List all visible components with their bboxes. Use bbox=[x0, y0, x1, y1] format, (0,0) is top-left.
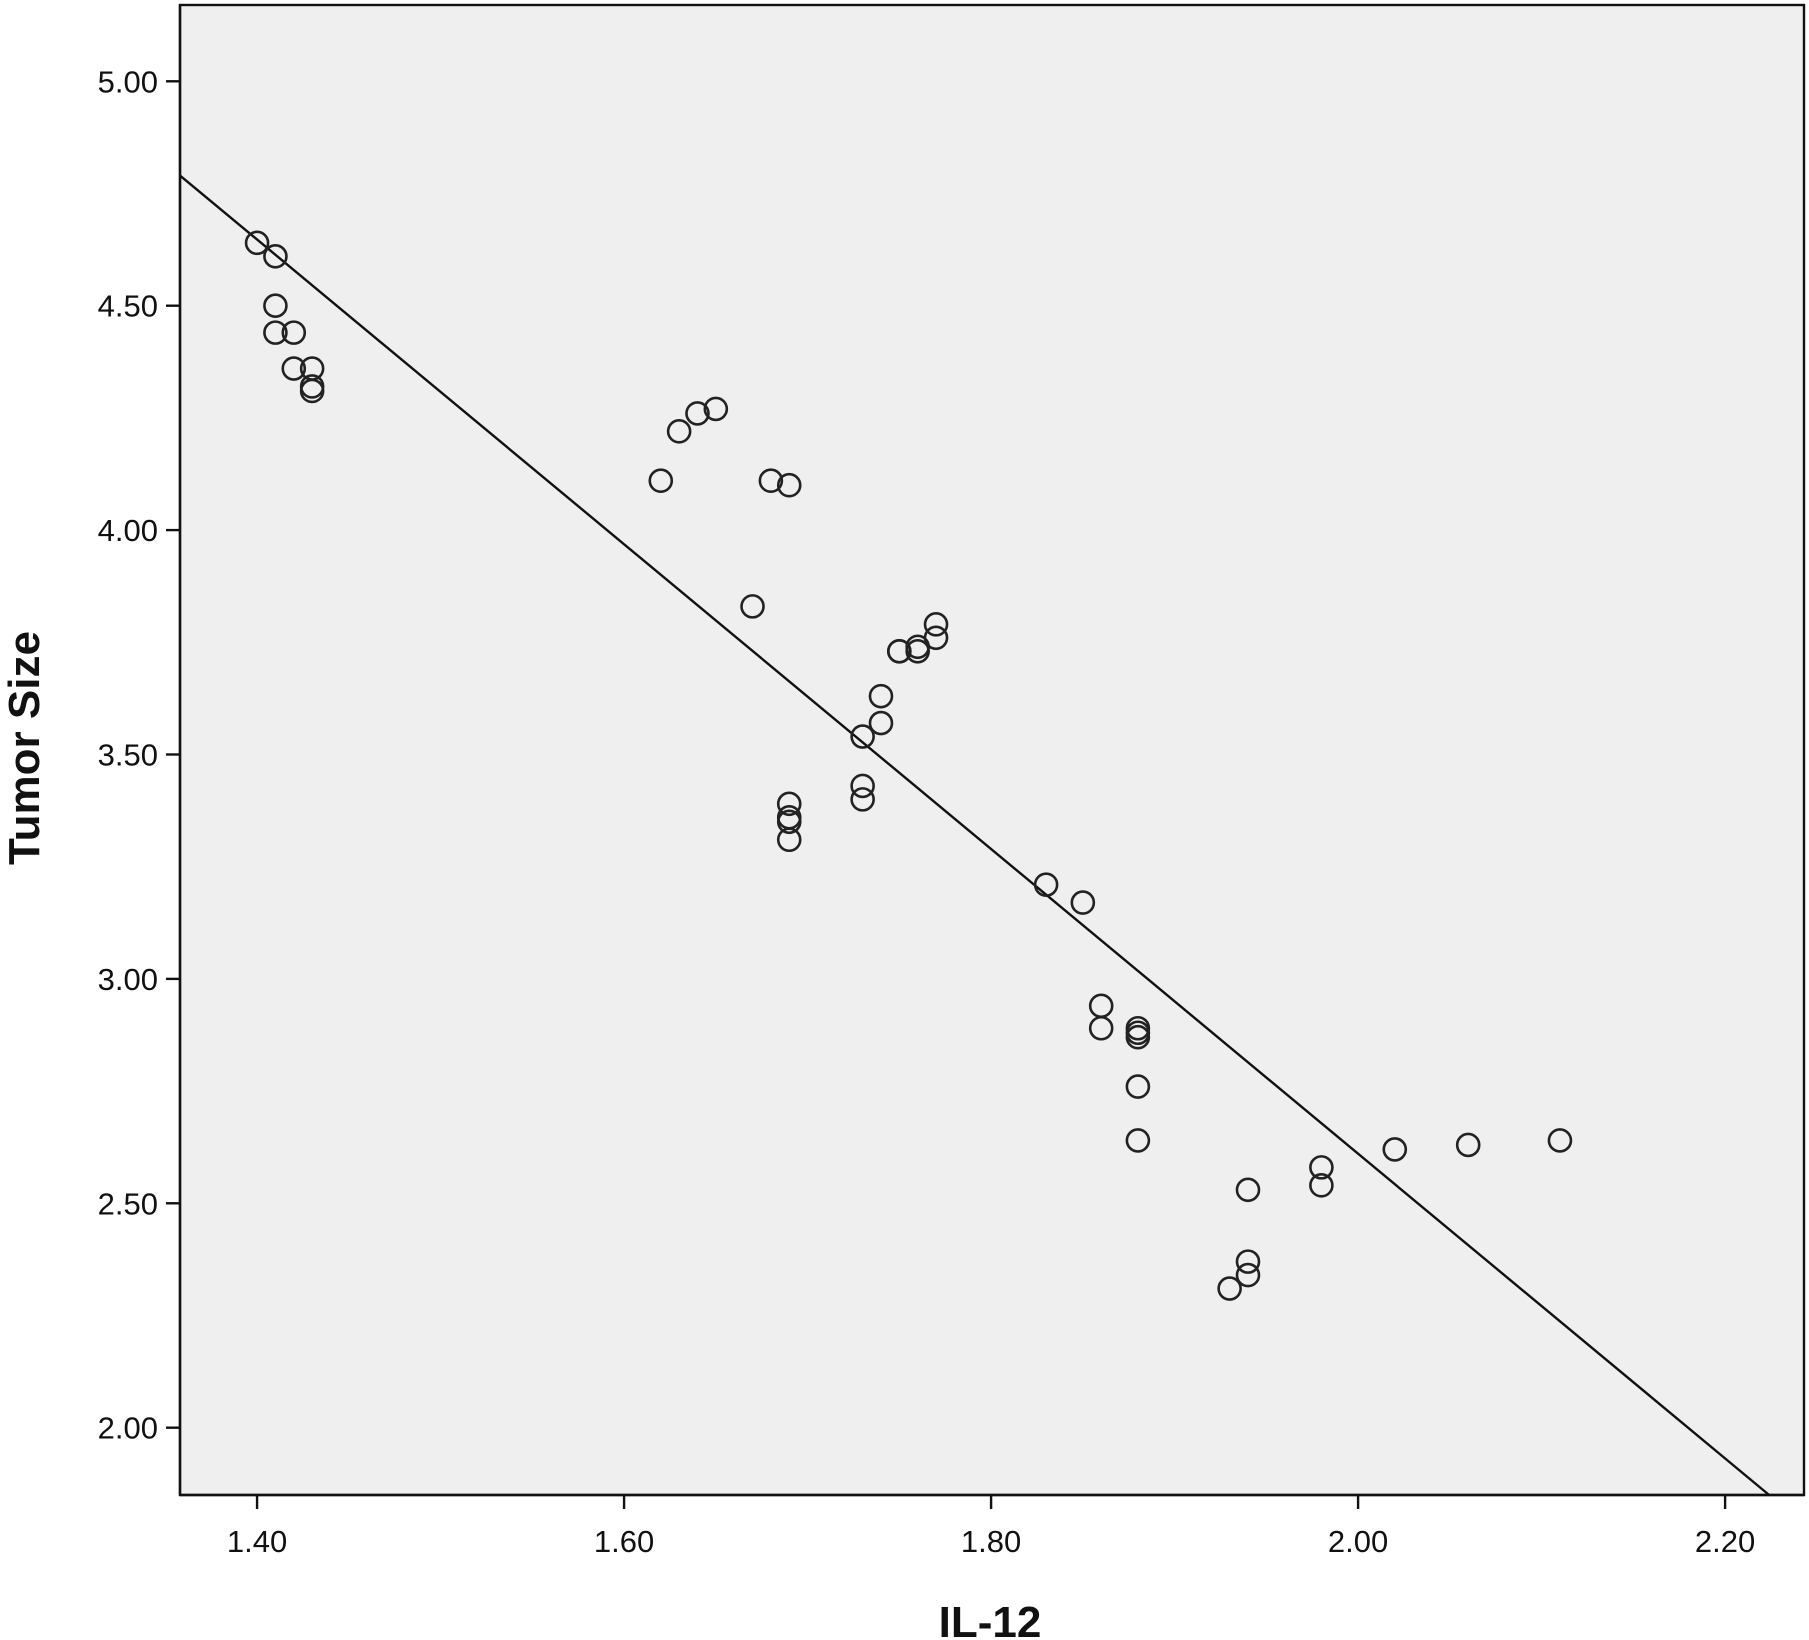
data-point bbox=[1455, 1132, 1481, 1158]
data-point bbox=[1125, 1074, 1151, 1099]
y-tick-label: 2.00 bbox=[98, 1411, 158, 1446]
data-point bbox=[666, 419, 692, 444]
data-point bbox=[1309, 1155, 1334, 1180]
y-tick-label: 4.50 bbox=[98, 289, 158, 324]
data-point bbox=[281, 356, 307, 381]
y-tick-label: 4.00 bbox=[98, 513, 158, 548]
data-point bbox=[905, 638, 930, 664]
data-point bbox=[776, 827, 802, 853]
data-point bbox=[263, 293, 288, 318]
data-point bbox=[1547, 1128, 1573, 1153]
data-point bbox=[740, 594, 765, 619]
plot-area bbox=[178, 3, 1806, 1497]
data-point bbox=[685, 401, 710, 426]
data-point bbox=[923, 625, 949, 651]
y-tick-label: 3.50 bbox=[98, 737, 158, 772]
y-axis-ticks: 2.00 2.50 3.00 3.50 4.00 4.50 5.00 bbox=[98, 64, 180, 1446]
data-point bbox=[776, 472, 802, 498]
data-point bbox=[776, 791, 802, 817]
x-axis-title: IL-12 bbox=[939, 1598, 1042, 1640]
data-point bbox=[1382, 1137, 1408, 1162]
data-point bbox=[244, 230, 270, 256]
data-point bbox=[648, 468, 674, 494]
x-tick-label: 1.80 bbox=[961, 1524, 1021, 1559]
x-tick-label: 2.00 bbox=[1328, 1524, 1388, 1559]
data-points bbox=[244, 230, 1573, 1301]
data-point bbox=[850, 773, 875, 799]
x-tick-label: 2.20 bbox=[1695, 1524, 1755, 1559]
regression-line bbox=[179, 174, 1770, 1496]
y-tick-label: 5.00 bbox=[98, 64, 158, 99]
data-point bbox=[1125, 1024, 1151, 1050]
data-point bbox=[887, 638, 912, 664]
data-point bbox=[1235, 1262, 1261, 1288]
data-point bbox=[1309, 1173, 1334, 1198]
data-point bbox=[263, 320, 288, 345]
data-point bbox=[868, 683, 894, 709]
data-point bbox=[1033, 872, 1059, 897]
x-tick-label: 1.60 bbox=[594, 1524, 654, 1559]
y-tick-label: 2.50 bbox=[98, 1186, 158, 1221]
data-point bbox=[1125, 1128, 1151, 1153]
data-point bbox=[281, 320, 307, 345]
data-point bbox=[1217, 1276, 1242, 1301]
data-point bbox=[850, 724, 875, 749]
data-point bbox=[923, 612, 949, 637]
y-tick-label: 3.00 bbox=[98, 962, 158, 997]
x-axis-ticks: 1.40 1.60 1.80 2.00 2.20 bbox=[227, 1495, 1755, 1559]
data-point bbox=[263, 244, 288, 269]
x-tick-label: 1.40 bbox=[227, 1524, 287, 1559]
y-axis-title: Tumor Size bbox=[0, 631, 49, 865]
data-point bbox=[1235, 1249, 1261, 1274]
data-point bbox=[703, 396, 729, 422]
data-point bbox=[1235, 1177, 1261, 1203]
data-point bbox=[776, 809, 802, 835]
data-point bbox=[1070, 890, 1096, 915]
data-point bbox=[299, 378, 325, 404]
data-point bbox=[868, 710, 894, 736]
data-point bbox=[1088, 1015, 1114, 1041]
data-point bbox=[850, 787, 875, 812]
data-point bbox=[758, 468, 784, 494]
